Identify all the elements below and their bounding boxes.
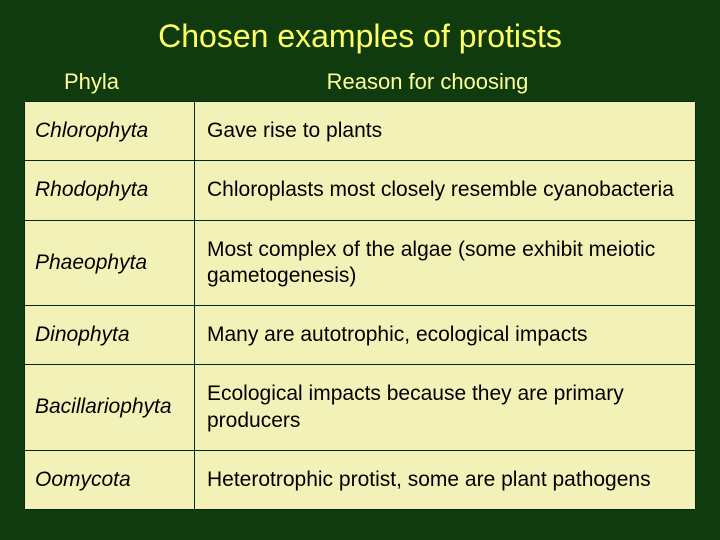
table-row: Dinophyta Many are autotrophic, ecologic… <box>25 306 696 365</box>
table-row: Phaeophyta Most complex of the algae (so… <box>25 220 696 306</box>
cell-reason: Gave rise to plants <box>195 102 696 161</box>
table-body: Chlorophyta Gave rise to plants Rhodophy… <box>25 102 696 510</box>
cell-phyla: Oomycota <box>25 450 195 509</box>
slide-title: Chosen examples of protists <box>64 18 656 55</box>
cell-reason: Chloroplasts most closely resemble cyano… <box>195 161 696 220</box>
table-header-row: Phyla Reason for choosing <box>24 69 696 95</box>
cell-reason: Many are autotrophic, ecological impacts <box>195 306 696 365</box>
cell-reason: Most complex of the algae (some exhibit … <box>195 220 696 306</box>
cell-phyla: Rhodophyta <box>25 161 195 220</box>
slide-container: Chosen examples of protists Phyla Reason… <box>0 0 720 540</box>
table-row: Chlorophyta Gave rise to plants <box>25 102 696 161</box>
table-row: Bacillariophyta Ecological impacts becau… <box>25 365 696 451</box>
table-row: Oomycota Heterotrophic protist, some are… <box>25 450 696 509</box>
cell-phyla: Chlorophyta <box>25 102 195 161</box>
cell-reason: Ecological impacts because they are prim… <box>195 365 696 451</box>
cell-phyla: Bacillariophyta <box>25 365 195 451</box>
cell-reason: Heterotrophic protist, some are plant pa… <box>195 450 696 509</box>
table-row: Rhodophyta Chloroplasts most closely res… <box>25 161 696 220</box>
header-phyla: Phyla <box>64 69 229 95</box>
cell-phyla: Dinophyta <box>25 306 195 365</box>
header-reason: Reason for choosing <box>229 69 686 95</box>
protist-table: Chlorophyta Gave rise to plants Rhodophy… <box>24 101 696 510</box>
cell-phyla: Phaeophyta <box>25 220 195 306</box>
